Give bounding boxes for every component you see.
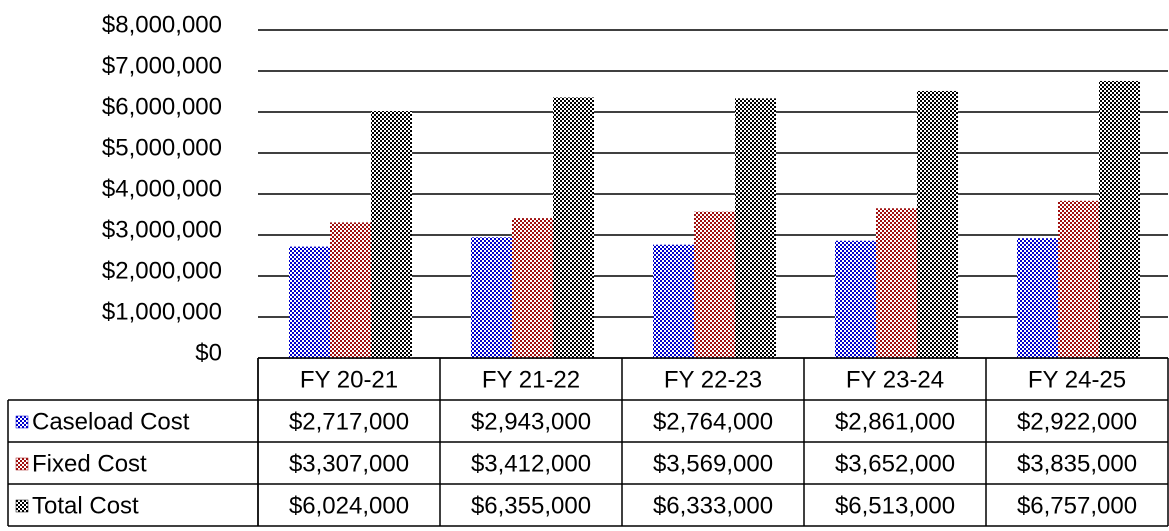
bar: [371, 111, 412, 359]
data-label: $6,513,000: [835, 492, 955, 519]
bar: [512, 218, 553, 358]
y-tick-label: $3,000,000: [102, 216, 222, 243]
legend-label: Caseload Cost: [32, 408, 190, 435]
data-label: $2,943,000: [471, 408, 591, 435]
x-tick-label: FY 24-25: [1028, 366, 1126, 393]
data-label: $2,764,000: [653, 408, 773, 435]
x-tick-label: FY 21-22: [482, 366, 580, 393]
data-label: $2,861,000: [835, 408, 955, 435]
y-tick-label: $2,000,000: [102, 257, 222, 284]
bar: [917, 90, 958, 358]
y-tick-label: $6,000,000: [102, 93, 222, 120]
y-tick-label: $1,000,000: [102, 298, 222, 325]
bar: [289, 246, 330, 358]
legend-key: [15, 457, 29, 471]
y-tick-label: $4,000,000: [102, 175, 222, 202]
bar: [1017, 238, 1058, 358]
bar: [694, 211, 735, 358]
legend-label: Total Cost: [32, 492, 139, 519]
y-tick-label: $0: [195, 339, 222, 366]
y-tick-label: $5,000,000: [102, 134, 222, 161]
bar: [553, 97, 594, 358]
y-tick-label: $8,000,000: [102, 11, 222, 38]
bar: [876, 208, 917, 358]
x-tick-label: FY 23-24: [846, 366, 944, 393]
data-label: $6,333,000: [653, 492, 773, 519]
data-label: $2,717,000: [289, 408, 409, 435]
bar: [330, 222, 371, 358]
legend-label: Fixed Cost: [32, 450, 147, 477]
bar: [653, 244, 694, 358]
data-label: $6,355,000: [471, 492, 591, 519]
data-label: $3,569,000: [653, 450, 773, 477]
data-label: $6,757,000: [1017, 492, 1137, 519]
data-label: $3,835,000: [1017, 450, 1137, 477]
data-label: $2,922,000: [1017, 408, 1137, 435]
bar: [735, 98, 776, 359]
data-label: $3,652,000: [835, 450, 955, 477]
bar: [835, 240, 876, 358]
data-label: $6,024,000: [289, 492, 409, 519]
y-tick-label: $7,000,000: [102, 52, 222, 79]
bar: [1099, 80, 1140, 358]
data-label: $3,307,000: [289, 450, 409, 477]
x-tick-label: FY 22-23: [664, 366, 762, 393]
legend-key: [15, 415, 29, 429]
bar: [471, 237, 512, 358]
bar: [1058, 200, 1099, 358]
x-tick-label: FY 20-21: [300, 366, 398, 393]
legend-key: [15, 499, 29, 513]
data-label: $3,412,000: [471, 450, 591, 477]
